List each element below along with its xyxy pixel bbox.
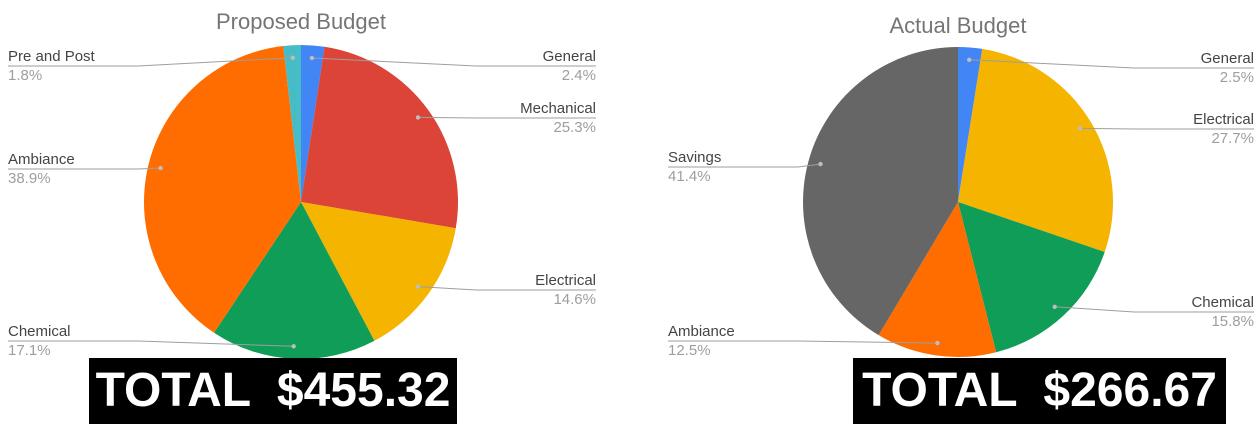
actual-slice-ambiance[interactable] (878, 202, 997, 357)
actual-slice-general[interactable] (958, 47, 983, 202)
actual-leader-dot-ambiance (935, 340, 940, 346)
proposed-value-electrical: 14.6% (553, 291, 596, 308)
actual-slice-savings[interactable] (803, 47, 958, 336)
proposed-value-chemical: 17.1% (8, 342, 51, 359)
proposed-leader-general (311, 57, 596, 67)
actual-label-chemical: Chemical (1191, 294, 1254, 311)
proposed-label-ambiance: Ambiance (8, 151, 75, 168)
proposed-slice-ambiance[interactable] (143, 46, 301, 333)
actual-leader-dot-general (967, 57, 972, 62)
actual-leader-savings (668, 163, 821, 168)
actual-leader-dot-electrical (1077, 126, 1083, 131)
proposed-slice-chemical[interactable] (214, 202, 375, 360)
proposed-label-pre-and-post: Pre and Post (8, 48, 96, 65)
actual-leader-dot-savings (818, 161, 823, 167)
actual-budget-chart: Actual Budget General 2.5% Electrical 27.7%… (668, 13, 1254, 359)
proposed-leader-dot-chemical (291, 344, 296, 349)
proposed-value-pre-and-post: 1.8% (8, 67, 42, 84)
actual-label-electrical: Electrical (1193, 111, 1254, 128)
proposed-leader-mechanical (417, 116, 596, 119)
proposed-leader-electrical (417, 286, 596, 291)
proposed-leader-ambiance (8, 167, 161, 170)
proposed-label-general: General (543, 48, 596, 65)
actual-value-ambiance: 12.5% (668, 342, 711, 359)
actual-value-savings: 41.4% (668, 168, 711, 185)
actual-value-electrical: 27.7% (1211, 130, 1254, 147)
proposed-leader-pre-and-post (8, 57, 293, 67)
actual-value-chemical: 15.8% (1211, 313, 1254, 330)
proposed-slice-mechanical[interactable] (301, 46, 458, 229)
proposed-slice-pre-and-post[interactable] (283, 45, 301, 202)
proposed-label-electrical: Electrical (535, 272, 596, 289)
proposed-value-ambiance: 38.9% (8, 170, 51, 187)
proposed-slice-electrical[interactable] (301, 202, 456, 341)
actual-leader-general (969, 59, 1254, 69)
proposed-slice-general[interactable] (301, 45, 325, 202)
proposed-leader-dot-mechanical (415, 115, 421, 120)
proposed-budget-title: Proposed Budget (216, 9, 386, 34)
proposed-total-banner: TOTAL $455.32 (89, 358, 457, 424)
actual-label-general: General (1201, 50, 1254, 67)
proposed-label-mechanical: Mechanical (520, 100, 596, 117)
proposed-label-chemical: Chemical (8, 323, 71, 340)
actual-slice-electrical[interactable] (958, 48, 1114, 253)
proposed-leader-chemical (8, 340, 294, 347)
proposed-leader-dot-ambiance (158, 165, 163, 171)
actual-leader-electrical (1080, 127, 1254, 130)
actual-label-savings: Savings (668, 149, 721, 166)
actual-leader-dot-chemical (1052, 304, 1057, 309)
actual-slice-chemical[interactable] (958, 202, 1105, 353)
proposed-leader-dot-general (309, 55, 315, 61)
actual-leader-chemical (1054, 306, 1254, 313)
proposed-leader-dot-pre-and-post (290, 55, 295, 60)
proposed-value-mechanical: 25.3% (553, 119, 596, 136)
actual-budget-title: Actual Budget (890, 13, 1027, 38)
actual-total-banner: TOTAL $266.67 (853, 358, 1226, 424)
actual-value-general: 2.5% (1220, 69, 1254, 86)
proposed-value-general: 2.4% (562, 67, 596, 84)
proposed-leader-dot-electrical (415, 284, 421, 289)
actual-leader-ambiance (668, 340, 938, 344)
actual-label-ambiance: Ambiance (668, 323, 735, 340)
proposed-budget-chart: Proposed Budget General 2.4% Mechanical 25.… (8, 9, 596, 360)
